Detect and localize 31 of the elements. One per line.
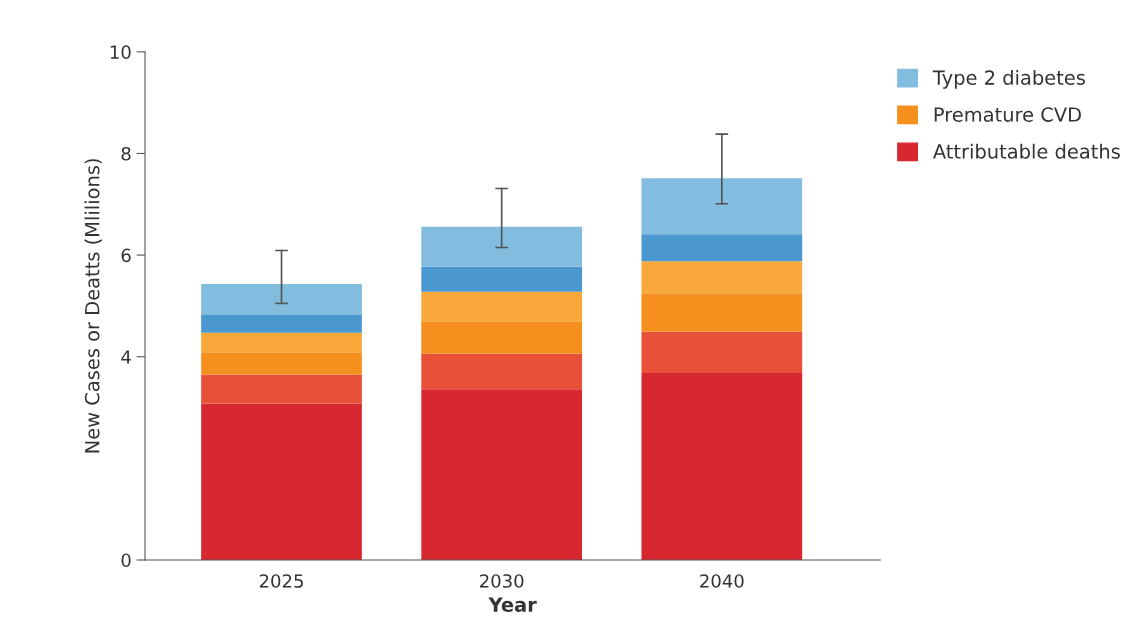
bar <box>421 266 583 292</box>
bar <box>421 321 583 354</box>
legend-label: Premature CVD <box>934 107 1081 122</box>
x-tick-label: 2030 <box>480 574 524 588</box>
bar <box>421 389 583 560</box>
y-tick-label: 8 <box>121 146 131 161</box>
bar <box>641 178 803 235</box>
bar <box>421 226 583 267</box>
bar <box>641 234 803 262</box>
bar <box>641 373 803 560</box>
bar <box>641 331 803 373</box>
y-tick-label: 4 <box>121 350 131 364</box>
x-tick-label: 2025 <box>259 574 303 588</box>
x-axis-title: Year <box>488 597 537 612</box>
y-axis-title: New Cases or Deatts (Mlilions) <box>84 159 102 453</box>
bar <box>201 332 362 353</box>
legend-label: Attributable deaths <box>932 143 1120 159</box>
y-tick-label: 10 <box>110 45 131 59</box>
bar <box>201 315 362 333</box>
x-tick-label: 2040 <box>700 574 744 588</box>
bar <box>421 353 583 390</box>
bar <box>641 293 803 332</box>
y-tick-label: 6 <box>121 248 131 263</box>
bar <box>201 403 362 560</box>
bar <box>201 352 362 375</box>
bar <box>201 284 362 316</box>
bar <box>421 291 583 322</box>
legend-label: Type 2 diabetes <box>932 69 1085 89</box>
bar <box>201 374 362 404</box>
y-tick-label: 0 <box>121 553 131 568</box>
bar <box>641 261 803 294</box>
